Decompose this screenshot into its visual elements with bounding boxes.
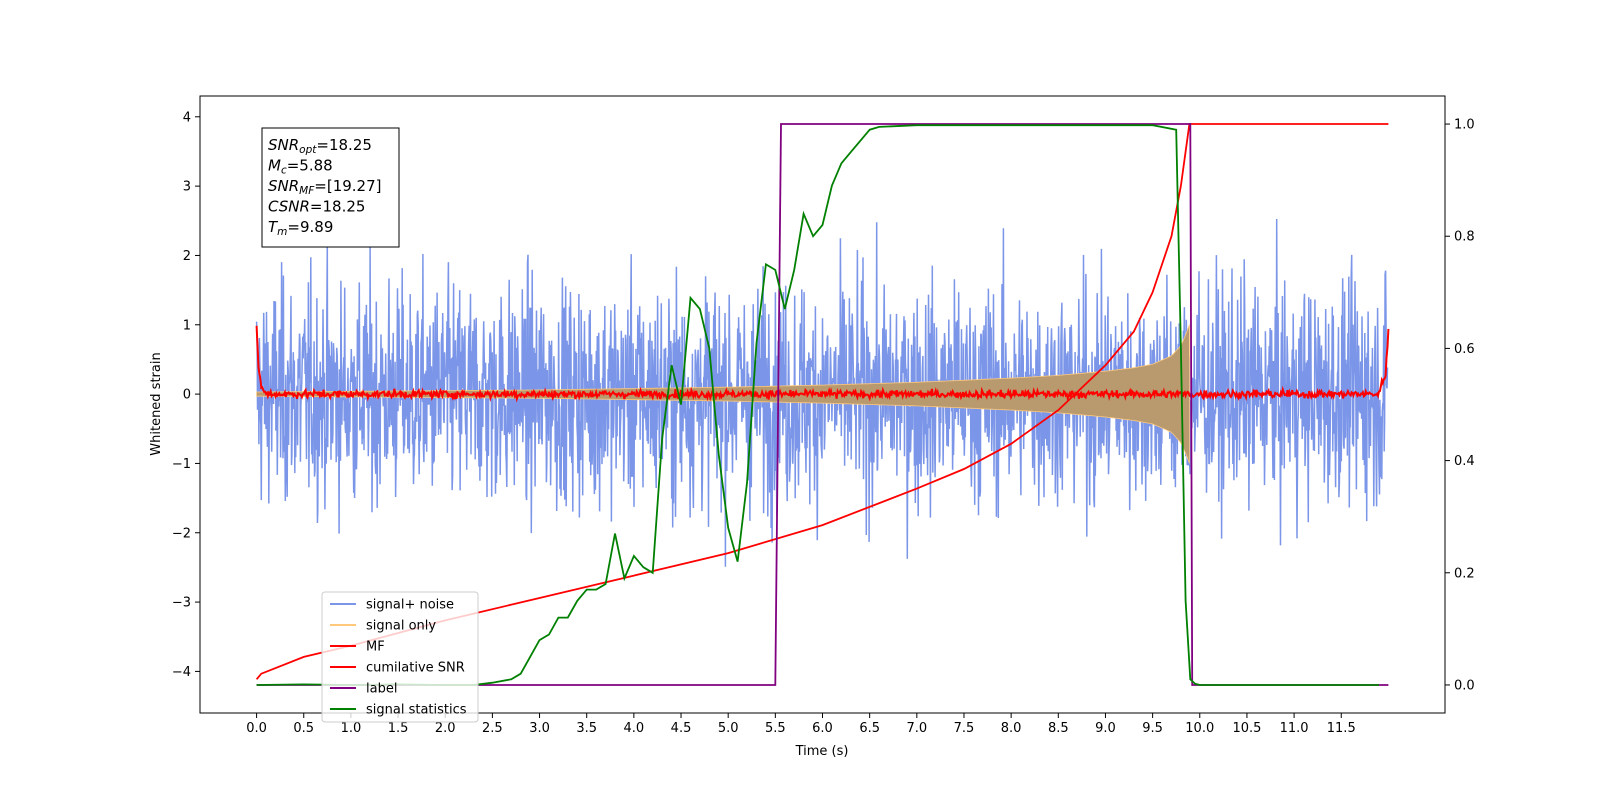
y-tick-label: −4	[172, 665, 191, 680]
y-tick-label: 1	[183, 318, 191, 333]
legend-item-label: signal+ noise	[366, 598, 454, 613]
x-tick-label: 3.5	[576, 721, 597, 736]
x-tick-label: 5.0	[718, 721, 739, 736]
legend-item-label: label	[366, 682, 397, 697]
x-tick-label: 9.5	[1142, 721, 1163, 736]
x-tick-label: 2.0	[435, 721, 456, 736]
annotation-line: CSNR=18.25	[268, 198, 365, 216]
x-tick-label: 9.0	[1095, 721, 1116, 736]
y-tick-label: 3	[183, 180, 191, 195]
legend: signal+ noise signal only MF cumilative SNR…	[321, 591, 479, 723]
series-mf	[255, 325, 1390, 403]
x-axis-ticks: 0.0 0.5 1.0 1.5 2.0 2.5 3.0 3.5 4.0 4.5 5.0 5.5 6.0 6…	[246, 713, 1356, 736]
series-signal-noise	[255, 218, 1389, 567]
legend-item-label: signal only	[366, 619, 436, 634]
y2-tick-label: 1.0	[1454, 118, 1475, 133]
legend-item-label: MF	[366, 640, 385, 655]
y-tick-label: 0	[183, 388, 191, 403]
x-tick-label: 11.0	[1280, 721, 1309, 736]
y2-tick-label: 0.2	[1454, 566, 1475, 581]
y-axis-label: Whitened strain	[149, 352, 164, 455]
y2-tick-label: 0.6	[1454, 342, 1475, 357]
x-tick-label: 0.0	[246, 721, 267, 736]
x-tick-label: 10.5	[1232, 721, 1261, 736]
series-signal-statistics-line	[256, 124, 1379, 686]
y-axis-ticks: 4 3 2 1 0 −1 −2 −3 −4	[172, 110, 200, 680]
x-tick-label: 1.5	[388, 721, 409, 736]
y-tick-label: −2	[172, 526, 191, 541]
annotation-line: SNRopt=18.25	[268, 136, 372, 156]
y-tick-label: 2	[183, 249, 191, 264]
x-tick-label: 8.0	[1001, 721, 1022, 736]
x-tick-label: 0.5	[293, 721, 314, 736]
x-tick-label: 7.5	[954, 721, 975, 736]
x-tick-label: 8.5	[1048, 721, 1069, 736]
legend-item-label: signal statistics	[366, 703, 467, 718]
y2-tick-label: 0.8	[1454, 230, 1475, 245]
x-tick-label: 7.0	[906, 721, 927, 736]
x-axis-label: Time (s)	[795, 744, 849, 759]
y-tick-label: 4	[183, 110, 191, 125]
series-signal-noise-line	[255, 218, 1389, 567]
y-tick-label: −3	[172, 596, 191, 611]
x-tick-label: 6.5	[859, 721, 880, 736]
y2-tick-label: 0.4	[1454, 454, 1475, 469]
series-signal-only	[256, 324, 1190, 464]
x-tick-label: 4.0	[624, 721, 645, 736]
x-tick-label: 5.5	[765, 721, 786, 736]
series-signal-only-envelope	[256, 324, 1190, 464]
annotation-line: Mc=5.88	[268, 157, 333, 177]
x-tick-label: 6.0	[812, 721, 833, 736]
y2-tick-label: 0.0	[1454, 678, 1475, 693]
x-tick-label: 11.5	[1327, 721, 1356, 736]
x-tick-label: 3.0	[529, 721, 550, 736]
annotation-line: Tm=9.89	[268, 218, 333, 238]
y-tick-label: −1	[172, 457, 191, 472]
x-tick-label: 4.5	[671, 721, 692, 736]
annotation-line: SNRMF=[19.27]	[268, 177, 382, 197]
x-tick-label: 2.5	[482, 721, 503, 736]
y2-axis-ticks: 1.0 0.8 0.6 0.4 0.2 0.0	[1445, 118, 1475, 693]
x-tick-label: 1.0	[341, 721, 362, 736]
series-mf-line	[255, 325, 1390, 403]
annotation-box: SNRopt=18.25Mc=5.88SNRMF=[19.27]CSNR=18.…	[261, 127, 400, 248]
x-tick-label: 10.0	[1185, 721, 1214, 736]
legend-item-label: cumilative SNR	[366, 661, 465, 676]
